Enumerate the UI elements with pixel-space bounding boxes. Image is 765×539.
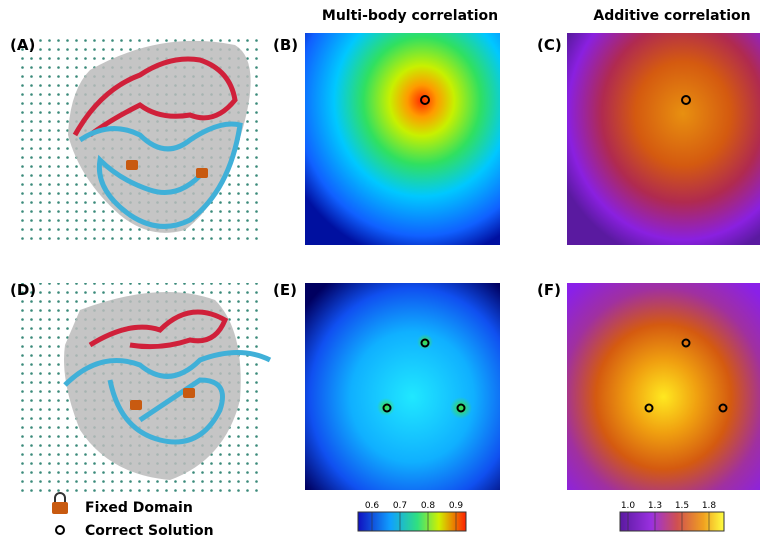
panel-label: (A) xyxy=(10,36,35,54)
colorbar xyxy=(358,512,466,531)
panel-label: (C) xyxy=(537,36,562,54)
solution-marker xyxy=(56,526,64,534)
heatmap xyxy=(305,283,500,490)
colorbar xyxy=(620,512,724,531)
peak xyxy=(417,334,433,350)
lock-icon xyxy=(55,493,65,503)
colorbar-tick-label: 0.7 xyxy=(393,501,407,511)
lock-icon xyxy=(130,400,142,410)
peak xyxy=(377,398,395,416)
column-title: Additive correlation xyxy=(593,8,750,24)
panel-label: (B) xyxy=(273,36,298,54)
legend-label: Correct Solution xyxy=(85,523,214,539)
lock-icon xyxy=(126,160,138,170)
heatmap xyxy=(305,33,500,245)
heatmap xyxy=(567,33,760,245)
colorbar-tick-label: 0.9 xyxy=(449,501,464,511)
colorbar-tick-label: 1.3 xyxy=(648,501,662,511)
colorbar-tick-label: 1.5 xyxy=(675,501,689,511)
heatmap xyxy=(567,283,760,490)
figure: Multi-body correlation Additive correlat… xyxy=(0,0,765,539)
panel-label: (D) xyxy=(10,281,36,299)
colorbar-tick-label: 1.8 xyxy=(702,501,717,511)
colorbar-tick-label: 0.8 xyxy=(421,501,436,511)
lock-icon xyxy=(183,388,195,398)
panel-label: (F) xyxy=(537,281,561,299)
column-title: Multi-body correlation xyxy=(322,8,498,24)
colorbar-tick-label: 0.6 xyxy=(365,501,380,511)
colorbar-tick-label: 1.0 xyxy=(621,501,636,511)
legend-label: Fixed Domain xyxy=(85,500,193,516)
peak xyxy=(450,397,472,419)
lock-icon xyxy=(52,502,68,514)
panel-label: (E) xyxy=(273,281,297,299)
lock-icon xyxy=(196,168,208,178)
